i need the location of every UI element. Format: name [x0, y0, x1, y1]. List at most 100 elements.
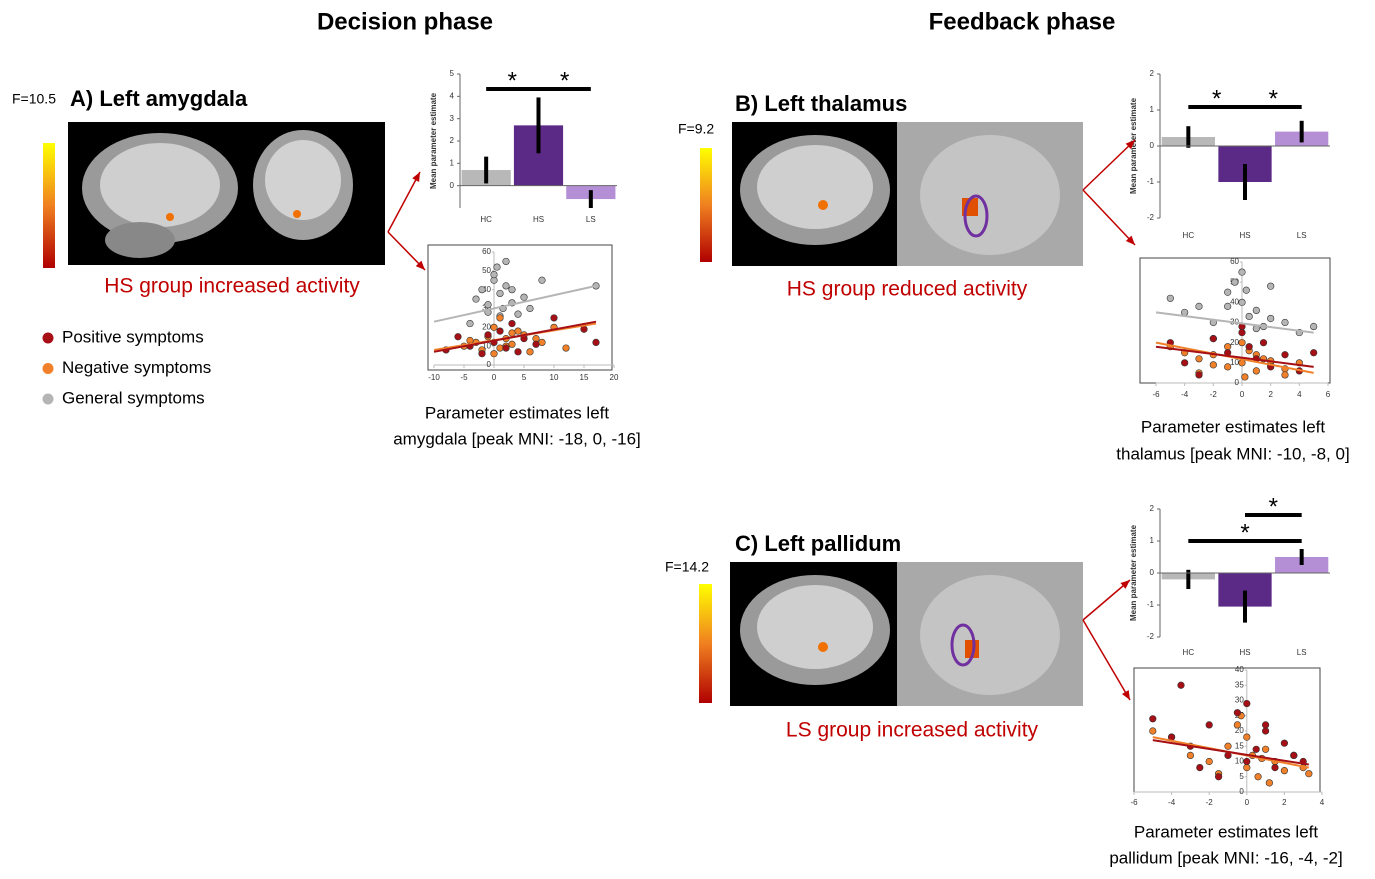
scatter-point	[1242, 286, 1250, 294]
colorbar	[43, 143, 55, 268]
x-tick-label: 0	[492, 373, 497, 382]
scatter-point	[526, 304, 534, 313]
y-axis-label: Mean parameter estimate	[1129, 97, 1138, 194]
scatter-point	[1224, 288, 1232, 296]
scatter-point	[1281, 318, 1289, 327]
x-tick-label: -4	[1168, 798, 1176, 807]
phase-header: Decision phase	[317, 8, 493, 35]
x-tick-label: 15	[580, 373, 589, 382]
y-tick-label: 15	[1235, 741, 1244, 750]
trend-line	[1155, 345, 1314, 368]
scatter-point	[538, 276, 546, 284]
scatter-point	[1205, 721, 1213, 729]
scatter-point	[1252, 745, 1260, 753]
x-tick-label: 2	[1268, 390, 1273, 399]
y-tick-label: 40	[1235, 665, 1244, 674]
scatter-point	[1181, 308, 1189, 317]
trend-line	[1155, 311, 1314, 334]
scatter-point	[1261, 727, 1270, 735]
y-tick-label: 20	[1230, 338, 1239, 347]
legend-marker	[42, 363, 54, 374]
y-tick-label: 35	[1235, 680, 1244, 689]
scatter-point	[1243, 757, 1251, 766]
result-text: LS group increased activity	[786, 719, 1039, 742]
y-tick-label: -1	[1147, 600, 1155, 609]
x-tick-label: -2	[1206, 798, 1214, 807]
x-tick-label: -6	[1130, 798, 1138, 807]
y-tick-label: 1	[1150, 105, 1155, 114]
y-tick-label: 2	[1150, 69, 1155, 78]
panel-title: C) Left pallidum	[735, 531, 901, 556]
scatter-point	[496, 289, 504, 298]
y-tick-label: 2	[1150, 504, 1155, 513]
scatter-point	[1290, 751, 1298, 760]
significance-label: *	[1212, 85, 1221, 112]
scatter-point	[532, 340, 540, 348]
scatter-point	[592, 338, 600, 347]
brain-image	[730, 562, 1083, 706]
x-tick-label: 20	[610, 373, 619, 382]
arrow-head	[415, 260, 425, 270]
x-tick-label: 0	[1240, 390, 1245, 399]
brain-image	[68, 122, 385, 265]
y-tick-label: 20	[1235, 726, 1244, 735]
x-tick-label: 5	[522, 373, 527, 382]
x-tick-label: HC	[1183, 648, 1195, 657]
arrow-head	[412, 172, 420, 182]
scatter-point	[490, 323, 498, 331]
x-tick-label: 4	[1297, 390, 1302, 399]
scatter-point	[1280, 767, 1288, 775]
x-tick-label: LS	[1297, 231, 1307, 240]
scatter-point	[514, 348, 522, 356]
scatter-point	[1259, 339, 1268, 347]
x-tick-label: LS	[1297, 648, 1307, 657]
arrow	[1082, 139, 1136, 191]
scatter-point	[1209, 361, 1217, 369]
caption: amygdala [peak MNI: -18, 0, -16]	[393, 429, 641, 448]
y-tick-label: 1	[1150, 536, 1155, 545]
y-tick-label: 40	[1230, 297, 1239, 306]
scatter-point	[1224, 742, 1232, 750]
scatter-point	[493, 263, 501, 271]
scatter-point	[508, 340, 516, 348]
y-tick-label: 20	[482, 322, 491, 331]
colorbar-label: F=10.5	[12, 91, 56, 107]
legend-label: General symptoms	[62, 388, 205, 407]
scatter-point	[1195, 302, 1203, 310]
scatter-point	[1281, 371, 1289, 379]
arrow	[387, 171, 421, 233]
result-text: HS group increased activity	[104, 275, 360, 298]
x-tick-label: HC	[480, 215, 492, 224]
arrow	[1082, 619, 1131, 701]
y-tick-label: 10	[1230, 358, 1239, 367]
scatter-point	[1238, 268, 1246, 276]
scatter-point	[508, 319, 516, 328]
scatter-point	[1241, 373, 1249, 381]
colorbar	[700, 148, 712, 262]
trend-line	[433, 284, 597, 323]
scatter-point	[496, 327, 504, 335]
scatter-point	[508, 329, 516, 337]
scatter-point	[1149, 727, 1157, 735]
scatter-point	[1181, 359, 1189, 367]
significance-label: *	[1269, 85, 1278, 112]
scatter-point	[526, 348, 534, 356]
y-tick-label: 2	[450, 136, 455, 145]
significance-label: *	[560, 67, 569, 94]
x-tick-label: -10	[428, 373, 440, 382]
colorbar	[699, 584, 712, 703]
scatter-point	[478, 350, 486, 358]
legend-marker	[42, 393, 54, 405]
scatter-point	[1209, 335, 1217, 343]
y-tick-label: -2	[1147, 213, 1155, 222]
scatter-point	[538, 338, 546, 347]
arrow-head	[1125, 140, 1135, 150]
scatter-point	[1310, 349, 1318, 357]
x-tick-label: HS	[533, 215, 544, 224]
scatter-point	[1195, 371, 1203, 379]
scatter-point	[1186, 751, 1194, 760]
brain-image	[732, 122, 1083, 266]
legend-label: Positive symptoms	[62, 327, 204, 346]
significance-label: *	[1240, 519, 1249, 546]
result-text: HS group reduced activity	[787, 278, 1028, 301]
